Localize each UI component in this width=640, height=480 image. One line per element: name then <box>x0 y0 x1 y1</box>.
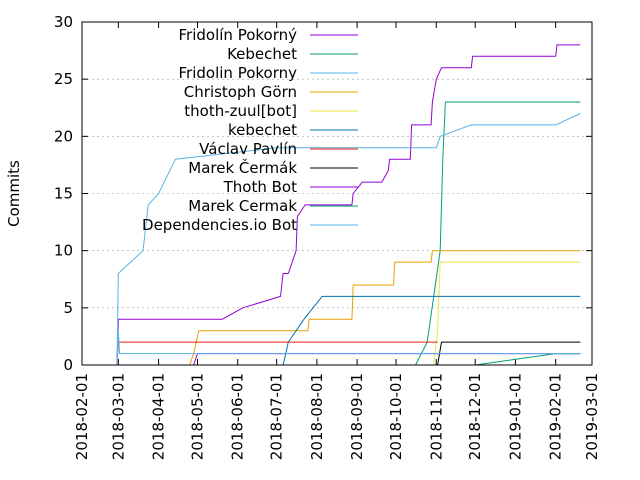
y-tick-label: 25 <box>54 70 73 88</box>
legend-label: Kebechet <box>227 45 297 63</box>
legend-label: Marek Čermák <box>188 158 297 177</box>
series-line <box>437 341 581 366</box>
legend-label: Fridolín Pokorný <box>179 26 298 44</box>
x-tick-label: 2018-05-01 <box>188 373 206 460</box>
legend-label: Thoth Bot <box>223 178 297 196</box>
x-tick-label: 2018-08-01 <box>308 373 326 460</box>
series-line <box>475 353 581 366</box>
y-axis-title: Commits <box>5 160 23 227</box>
x-tick-label: 2018-07-01 <box>268 373 286 460</box>
y-tick-label: 5 <box>63 299 73 317</box>
legend-label: thoth-zuul[bot] <box>184 102 297 120</box>
x-tick-label: 2018-12-01 <box>466 373 484 460</box>
x-tick-label: 2018-02-01 <box>73 373 91 460</box>
series-line <box>116 44 581 366</box>
series-line <box>415 101 581 366</box>
legend-label: Fridolin Pokorny <box>179 64 298 82</box>
x-tick-label: 2018-03-01 <box>109 373 127 460</box>
x-tick-label: 2018-06-01 <box>229 373 247 460</box>
x-tick-label: 2019-02-01 <box>547 373 565 460</box>
y-tick-label: 15 <box>54 185 73 203</box>
x-tick-label: 2018-10-01 <box>387 373 405 460</box>
x-tick-label: 2018-09-01 <box>348 373 366 460</box>
y-tick-label: 10 <box>54 242 73 260</box>
series-line <box>189 250 581 366</box>
x-tick-label: 2018-11-01 <box>427 373 445 460</box>
series-line <box>433 261 581 366</box>
x-tick-label: 2019-01-01 <box>506 373 524 460</box>
series-lines <box>116 44 581 366</box>
series-line <box>116 113 581 366</box>
legend-label: Dependencies.io Bot <box>142 216 297 234</box>
x-tick-label: 2018-04-01 <box>150 373 168 460</box>
series-line <box>193 353 581 366</box>
series-line <box>282 295 581 366</box>
y-tick-label: 30 <box>54 13 73 31</box>
y-tick-label: 0 <box>63 356 73 374</box>
legend-label: Marek Cermak <box>188 197 297 215</box>
legend-label: kebechet <box>228 121 297 139</box>
y-axis-ticks: 0 5 10 15 20 25 30 <box>54 13 592 374</box>
plot-frame <box>81 21 593 366</box>
x-tick-label: 2019-03-01 <box>583 373 601 460</box>
legend-label: Václav Pavlín <box>199 140 297 158</box>
legend-label: Christoph Görn <box>184 83 297 101</box>
x-axis-ticks: 2018-02-01 2018-03-01 2018-04-01 2018-05-01… <box>73 22 601 460</box>
y-tick-label: 20 <box>54 127 73 145</box>
series-line <box>116 330 581 366</box>
